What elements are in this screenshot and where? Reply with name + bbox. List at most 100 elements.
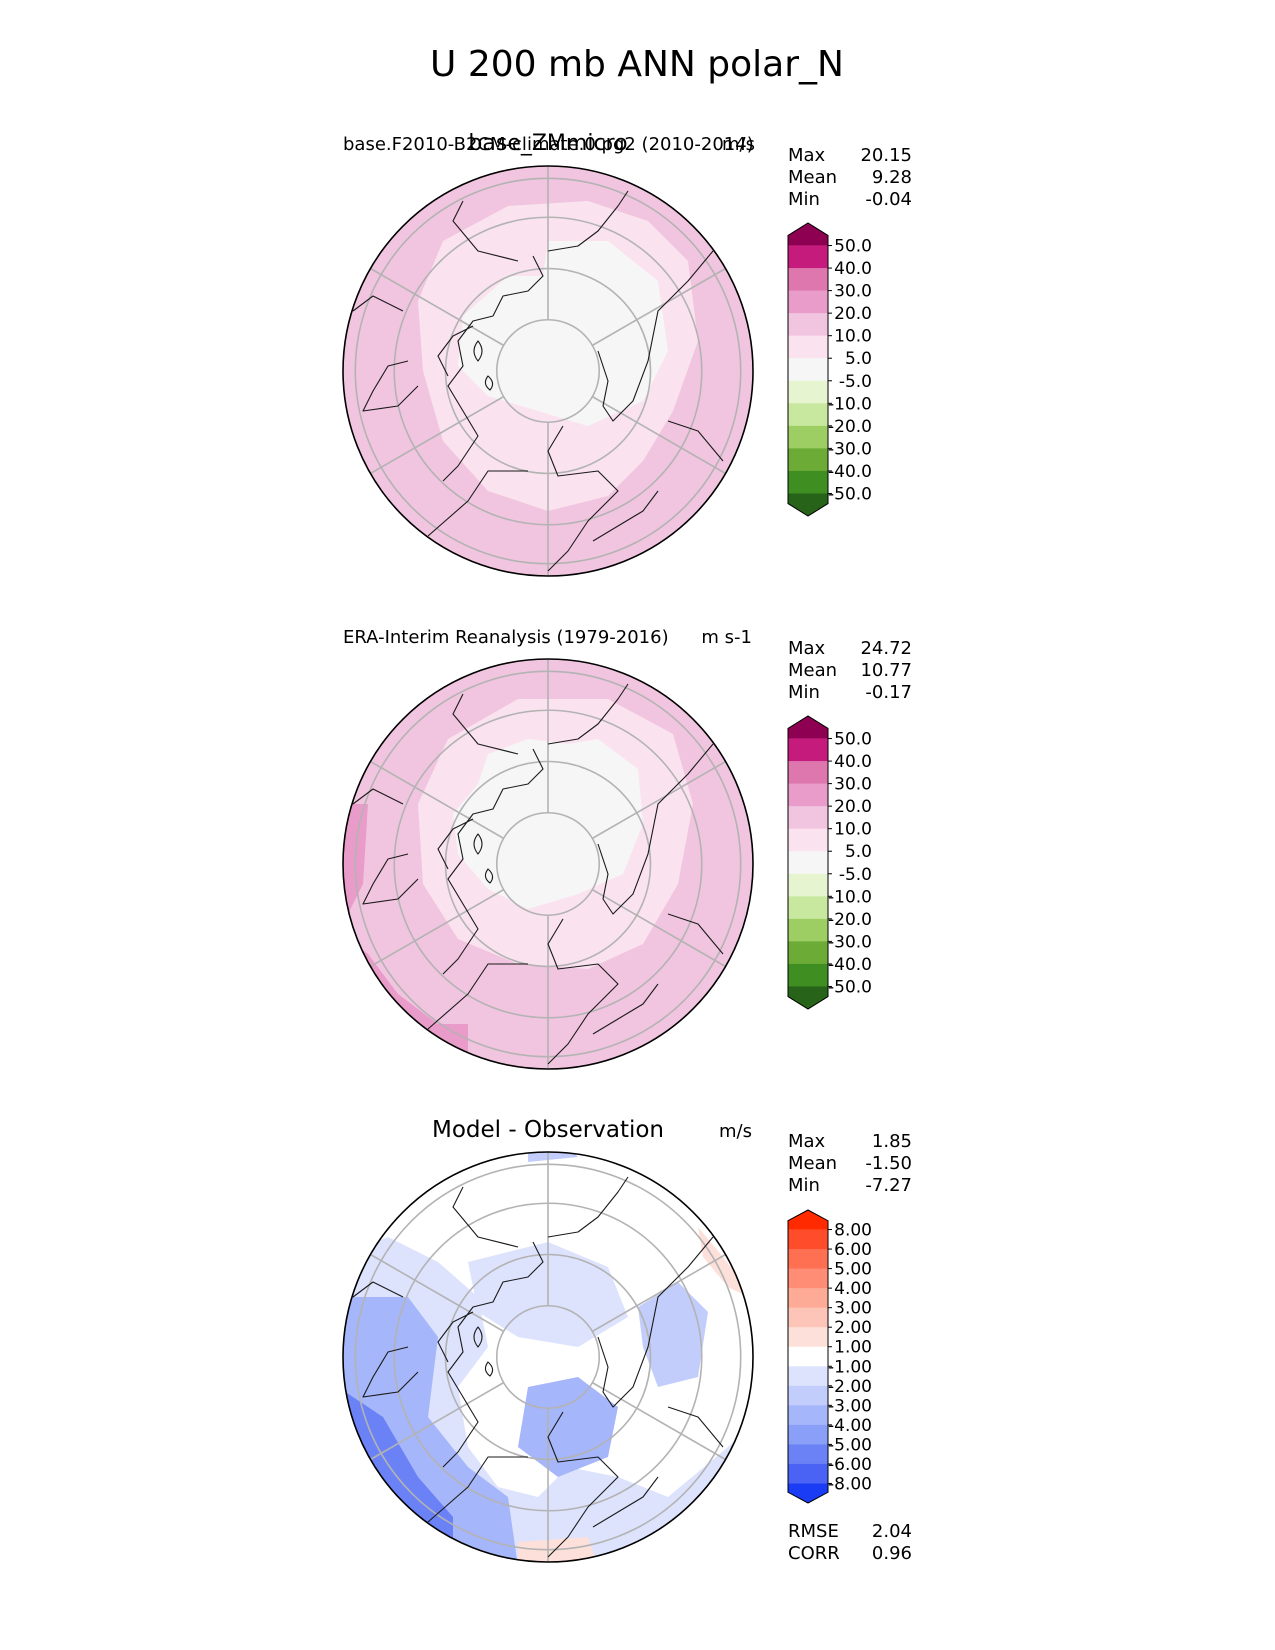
stat-label: Mean	[788, 167, 837, 188]
colorbar-swatch	[788, 245, 828, 269]
colorbar-extend-min	[788, 493, 828, 516]
colorbar-tick-label: -20.0	[828, 910, 872, 930]
colorbar-extend-min	[788, 1483, 828, 1503]
coastline	[547, 683, 629, 745]
field-region	[458, 241, 668, 426]
stat-label: Min	[788, 189, 820, 210]
colorbar-tick-label: -8.00	[828, 1474, 872, 1494]
colorbar-tick-label: -2.00	[828, 1377, 872, 1397]
colorbar-swatch	[788, 963, 828, 987]
stat-value: 1.85	[872, 1131, 912, 1152]
colorbar-swatch	[788, 1424, 828, 1445]
coastlines	[352, 1176, 724, 1558]
coastline-island	[473, 1326, 483, 1348]
colorbar-swatch	[788, 761, 828, 785]
colorbar-extend-max	[788, 716, 828, 739]
colorbar-tick-label: 50.0	[834, 237, 872, 257]
metric-value: 2.04	[872, 1521, 912, 1542]
colorbar-swatch	[788, 873, 828, 897]
panel-reference: ERA-Interim Reanalysis (1979-2016) m s-1…	[342, 627, 912, 1070]
coastline	[452, 1186, 519, 1248]
stat-label: Mean	[788, 1153, 837, 1174]
colorbar-swatch	[788, 1385, 828, 1406]
coastline-island	[484, 1361, 494, 1377]
polar-map	[342, 165, 754, 577]
colorbar-tick-label: -5.00	[828, 1435, 872, 1455]
coastlines	[352, 190, 724, 572]
colorbar-swatch	[788, 896, 828, 920]
colorbar-tick-label: 5.0	[845, 842, 872, 862]
coastline	[427, 963, 528, 1030]
meridian-line	[370, 267, 505, 347]
colorbar: 8.006.005.004.003.002.001.00-1.00-2.00-3…	[787, 1209, 872, 1504]
meridian-line	[591, 1253, 726, 1333]
coastline	[362, 853, 419, 905]
coastline	[352, 1281, 404, 1298]
meridian-line	[591, 1381, 726, 1461]
coastline	[452, 200, 519, 262]
map-field	[343, 659, 753, 1069]
colorbar-tick-label: 40.0	[834, 752, 872, 772]
colorbar-swatch	[788, 1463, 828, 1484]
colorbar-swatch	[788, 358, 828, 382]
metric-value: 0.96	[872, 1543, 912, 1564]
coastline	[592, 983, 659, 1035]
coastline	[547, 1411, 619, 1558]
colorbar-swatch	[788, 1366, 828, 1387]
colorbar-extend-min	[788, 986, 828, 1009]
meridian-line	[591, 888, 726, 968]
coastline	[597, 1236, 714, 1408]
stat-label: Max	[788, 638, 826, 659]
coastline-island	[473, 833, 483, 855]
colorbar-swatch	[788, 828, 828, 852]
colorbar-tick-label: -50.0	[828, 977, 872, 997]
colorbar-tick-label: 2.00	[834, 1318, 872, 1338]
colorbar-tick-label: 3.00	[834, 1299, 872, 1319]
meridian-line	[370, 760, 505, 840]
colorbar-swatch	[788, 290, 828, 314]
stat-label: Max	[788, 145, 826, 166]
coastline	[427, 470, 528, 537]
colorbar-tick-label: 8.00	[834, 1221, 872, 1241]
colorbar-tick-label: 40.0	[834, 259, 872, 279]
colorbar-outline	[787, 715, 829, 1010]
colorbar-tick-label: 30.0	[834, 775, 872, 795]
meridian-line	[591, 267, 726, 347]
coastline	[547, 425, 619, 572]
colorbar-swatch	[788, 1268, 828, 1289]
colorbar-swatch	[788, 738, 828, 762]
colorbar-tick-label: -30.0	[828, 439, 872, 459]
coastline-island	[473, 340, 483, 362]
colorbar-tick-label: -30.0	[828, 932, 872, 952]
colorbar-tick-label: 5.00	[834, 1260, 872, 1280]
colorbar-outline	[787, 222, 829, 517]
colorbar-tick-label: -10.0	[828, 394, 872, 414]
coastline	[437, 325, 474, 377]
panel-test: base_ZMmicro base.F2010-B2CM-climate.0.p…	[342, 131, 912, 577]
colorbar-tick-label: 10.0	[834, 327, 872, 347]
polar-map	[342, 1151, 754, 1563]
colorbar-tick-label: -10.0	[828, 887, 872, 907]
colorbar-tick-label: -5.0	[839, 865, 872, 885]
meridian-line	[370, 1381, 505, 1461]
colorbar-tick-label: 10.0	[834, 820, 872, 840]
colorbar: 50.040.0 30.020.0 10.05.0 -5.0-10.0 -20.0-30…	[787, 715, 872, 1010]
colorbar-swatch	[788, 806, 828, 830]
colorbar-swatch	[788, 470, 828, 494]
graticule	[354, 659, 742, 1069]
stat-value: 10.77	[860, 660, 912, 681]
stat-label: Min	[788, 1175, 820, 1196]
stat-value: 9.28	[872, 167, 912, 188]
metric-label: RMSE	[788, 1521, 839, 1542]
field-region	[698, 1227, 748, 1297]
coastline	[362, 360, 419, 412]
colorbar-tick-label: 1.00	[834, 1338, 872, 1358]
coastline	[442, 1241, 544, 1468]
panel-title: Model - Observation	[432, 1117, 664, 1143]
stat-value: -0.17	[865, 682, 912, 703]
metrics-box: RMSE 2.04 CORR 0.96	[788, 1521, 912, 1564]
coastline	[547, 190, 629, 252]
coastline	[592, 1476, 659, 1528]
colorbar-swatch	[788, 380, 828, 404]
